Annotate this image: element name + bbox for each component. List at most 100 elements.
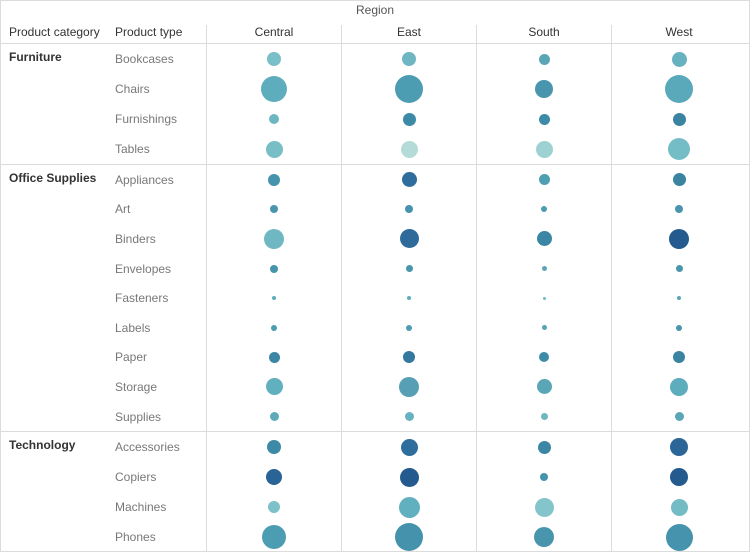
dot-mark[interactable] — [269, 352, 280, 363]
dot-mark[interactable] — [673, 173, 686, 186]
dot-mark[interactable] — [676, 325, 682, 331]
table-row: Furnishings — [1, 104, 749, 134]
dot-mark[interactable] — [537, 231, 552, 246]
dot-mark[interactable] — [540, 473, 548, 481]
dot-mark[interactable] — [677, 296, 681, 300]
dot-cell — [611, 462, 746, 492]
dot-mark[interactable] — [400, 229, 419, 248]
dot-cell — [341, 462, 476, 492]
dot-mark[interactable] — [406, 265, 413, 272]
dot-mark[interactable] — [539, 114, 550, 125]
type-label: Binders — [111, 232, 206, 246]
category-label — [1, 134, 111, 140]
table-row: Art — [1, 195, 749, 225]
dot-cell — [206, 372, 341, 402]
dot-mark[interactable] — [539, 54, 550, 65]
dot-mark[interactable] — [673, 113, 686, 126]
dot-mark[interactable] — [401, 141, 418, 158]
dot-mark[interactable] — [272, 296, 276, 300]
dot-mark[interactable] — [400, 468, 419, 487]
dot-mark[interactable] — [269, 114, 279, 124]
header-region-east: East — [341, 25, 476, 43]
category-label — [1, 283, 111, 289]
dot-mark[interactable] — [542, 325, 547, 330]
dot-mark[interactable] — [668, 138, 690, 160]
dot-mark[interactable] — [262, 525, 286, 549]
dot-mark[interactable] — [666, 524, 693, 551]
dot-cell — [476, 432, 611, 462]
dot-mark[interactable] — [395, 523, 423, 551]
dot-mark[interactable] — [268, 174, 280, 186]
dot-mark[interactable] — [406, 325, 412, 331]
dot-mark[interactable] — [536, 141, 553, 158]
dot-mark[interactable] — [270, 265, 278, 273]
dot-mark[interactable] — [673, 351, 685, 363]
dot-mark[interactable] — [399, 377, 419, 397]
dot-mark[interactable] — [402, 172, 417, 187]
dot-mark[interactable] — [267, 440, 281, 454]
dot-mark[interactable] — [672, 52, 687, 67]
dot-cell — [611, 195, 746, 225]
dot-mark[interactable] — [543, 297, 546, 300]
dot-mark[interactable] — [403, 351, 415, 363]
dot-mark[interactable] — [535, 80, 553, 98]
dot-mark[interactable] — [535, 498, 554, 517]
dot-mark[interactable] — [261, 76, 287, 102]
dot-mark[interactable] — [270, 205, 278, 213]
dot-mark[interactable] — [670, 438, 688, 456]
table-row: Machines — [1, 492, 749, 522]
dot-cell — [206, 254, 341, 284]
chart-header: Region Product category Product type Cen… — [1, 1, 749, 44]
dot-cell — [341, 104, 476, 134]
dot-cell — [341, 402, 476, 432]
dot-mark[interactable] — [538, 441, 551, 454]
dot-mark[interactable] — [266, 141, 283, 158]
dot-mark[interactable] — [671, 499, 688, 516]
dot-mark[interactable] — [401, 439, 418, 456]
dot-cell — [206, 165, 341, 195]
category-block: Office SuppliesAppliancesArtBindersEnvel… — [1, 165, 749, 432]
dot-mark[interactable] — [399, 497, 420, 518]
dot-mark[interactable] — [542, 266, 547, 271]
dot-cell — [476, 343, 611, 373]
region-group-label: Region — [1, 3, 749, 17]
dot-mark[interactable] — [266, 469, 282, 485]
dot-mark[interactable] — [271, 325, 277, 331]
category-label — [1, 313, 111, 319]
dot-cell — [611, 44, 746, 74]
dot-cell — [611, 104, 746, 134]
dot-mark[interactable] — [539, 174, 550, 185]
dot-mark[interactable] — [541, 413, 548, 420]
dot-cell — [341, 372, 476, 402]
dot-mark[interactable] — [541, 206, 547, 212]
dot-mark[interactable] — [403, 113, 416, 126]
dot-mark[interactable] — [539, 352, 549, 362]
dot-mark[interactable] — [534, 527, 554, 547]
dot-mark[interactable] — [266, 378, 283, 395]
dot-mark[interactable] — [407, 296, 411, 300]
dot-cell — [476, 134, 611, 164]
dot-mark[interactable] — [669, 229, 689, 249]
dot-mark[interactable] — [268, 501, 280, 513]
dot-mark[interactable] — [665, 75, 693, 103]
dot-mark[interactable] — [405, 412, 414, 421]
dot-mark[interactable] — [670, 468, 688, 486]
dot-mark[interactable] — [675, 412, 684, 421]
dot-mark[interactable] — [676, 265, 683, 272]
dot-mark[interactable] — [267, 52, 281, 66]
dot-mark[interactable] — [395, 75, 423, 103]
type-label: Appliances — [111, 173, 206, 187]
dot-mark[interactable] — [270, 412, 279, 421]
dot-mark[interactable] — [405, 205, 413, 213]
dot-mark[interactable] — [670, 378, 688, 396]
dot-mark[interactable] — [537, 379, 552, 394]
dot-mark[interactable] — [264, 229, 284, 249]
dot-mark[interactable] — [675, 205, 683, 213]
table-row: TechnologyAccessories — [1, 432, 749, 462]
dot-cell — [611, 283, 746, 313]
type-label: Labels — [111, 321, 206, 335]
dot-cell — [476, 492, 611, 522]
dot-cell — [476, 224, 611, 254]
type-label: Paper — [111, 350, 206, 364]
dot-mark[interactable] — [402, 52, 416, 66]
